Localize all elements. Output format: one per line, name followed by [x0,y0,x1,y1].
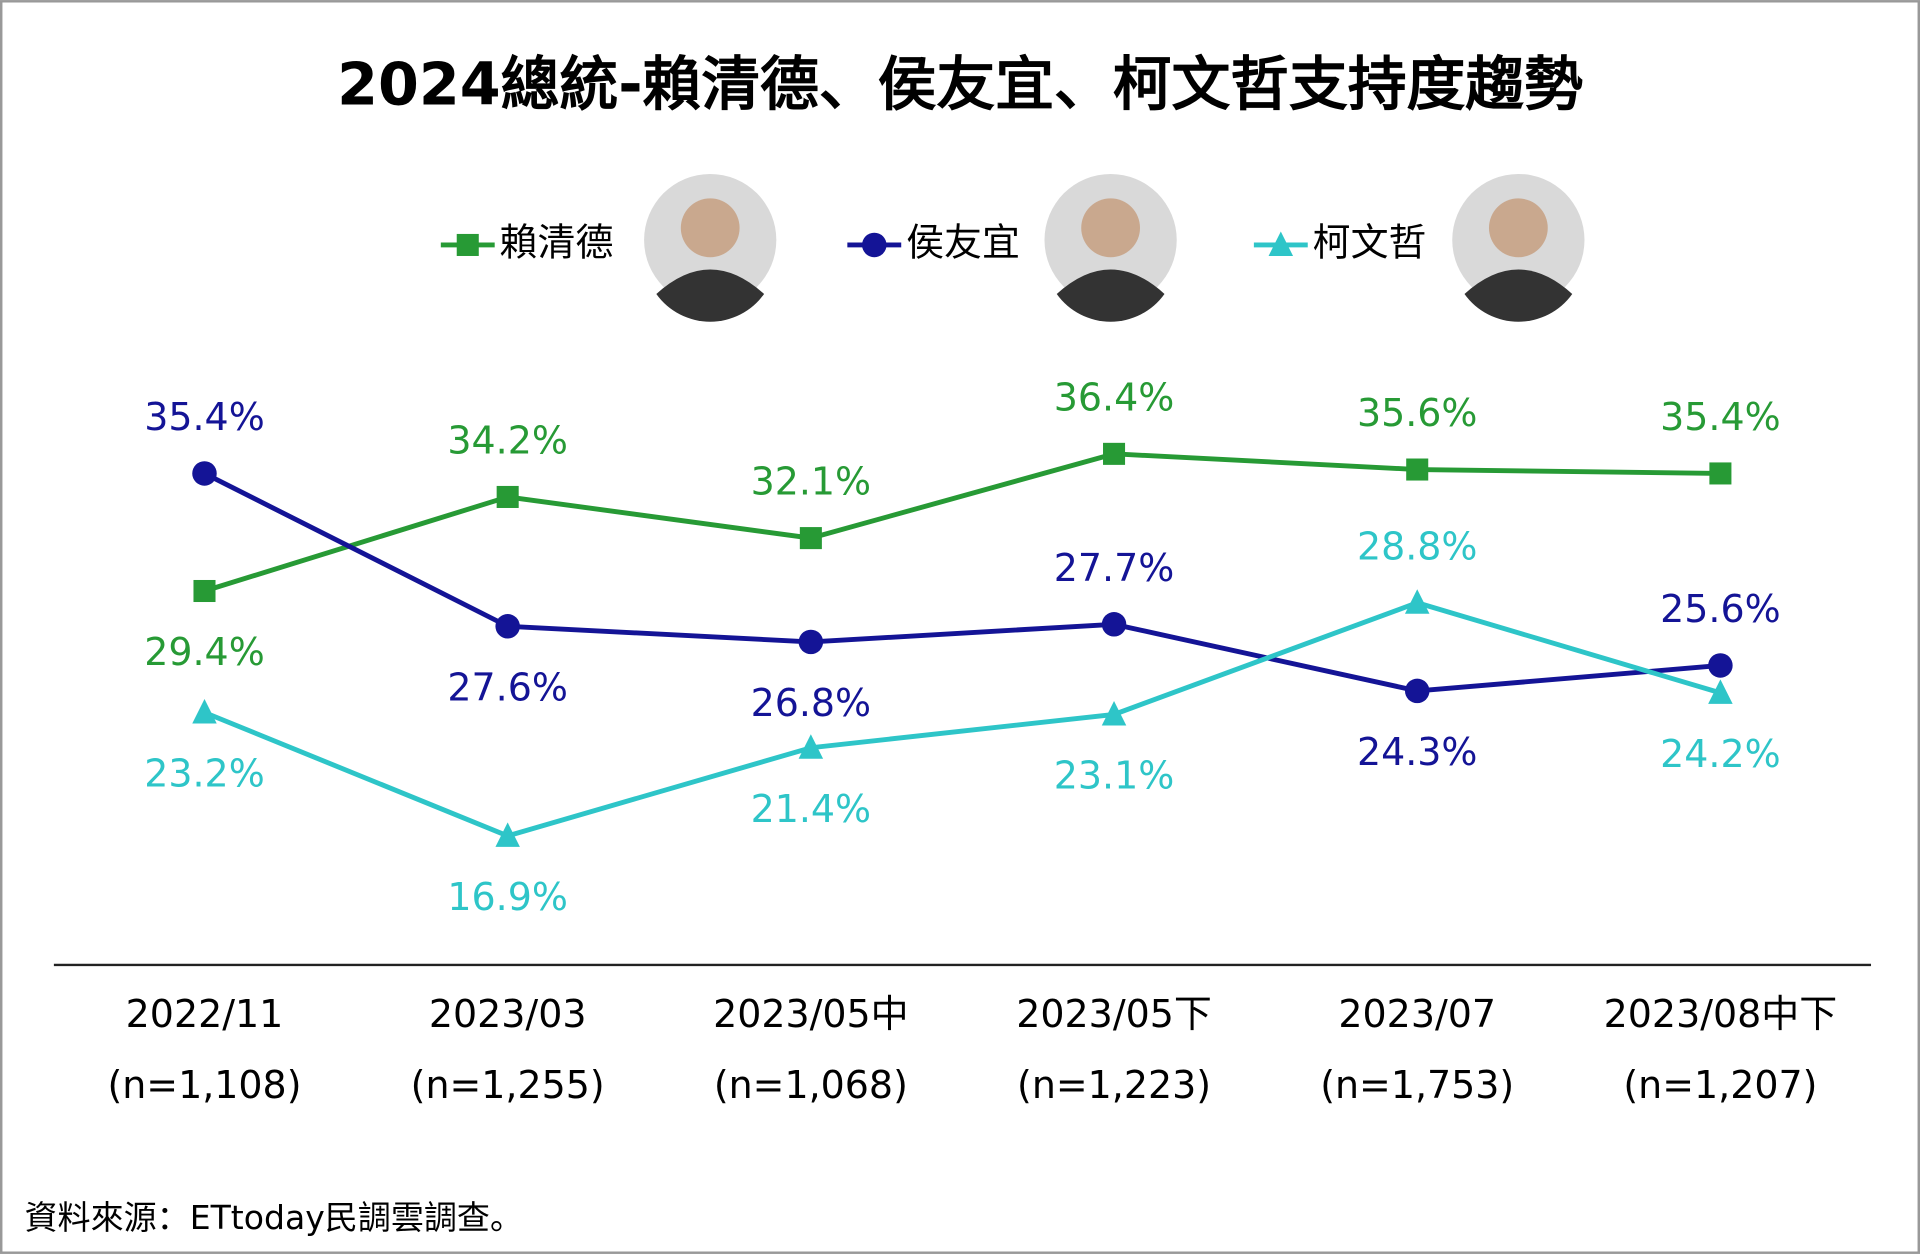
data-label: 25.6% [1660,587,1781,631]
legend-label: 賴清德 [500,220,614,264]
series-line [203,451,1721,594]
data-label: 21.4% [751,787,872,831]
x-tick-note: (n=1,753) [1320,1063,1514,1107]
data-label: 23.1% [1054,754,1175,798]
x-tick-label: 2022/11 [126,992,284,1036]
x-tick-note: (n=1,223) [1017,1063,1211,1107]
x-tick-note: (n=1,108) [107,1063,301,1107]
photo-body [1056,269,1165,322]
data-label: 23.2% [144,752,265,796]
marker [1404,678,1430,704]
marker [1709,462,1732,485]
data-label: 26.8% [751,681,872,725]
data-label: 24.2% [1660,732,1781,776]
marker [1103,442,1126,465]
marker [456,233,479,256]
marker [192,699,217,724]
marker [1268,231,1294,256]
data-label: 35.4% [144,395,265,439]
data-label: 27.6% [447,665,568,709]
marker [862,232,887,258]
marker [799,527,822,550]
marker [1101,612,1127,637]
marker [1708,679,1733,704]
marker [1101,700,1127,726]
photo-body [1464,269,1573,322]
data-label: 29.4% [144,630,265,674]
x-tick-label: 2023/08中下 [1604,992,1837,1036]
marker [798,629,824,655]
data-label: 27.7% [1054,546,1175,590]
marker [193,579,216,603]
photo-face [1488,198,1548,258]
x-tick-note: (n=1,068) [714,1063,908,1107]
data-label: 35.6% [1357,391,1478,435]
marker [496,485,519,508]
data-label: 32.1% [751,460,872,504]
marker [1406,458,1429,481]
photo-body [656,269,765,322]
marker [1708,653,1733,678]
x-tick-note: (n=1,255) [411,1063,605,1107]
data-label: 36.4% [1054,375,1175,419]
data-label: 24.3% [1357,730,1478,774]
series-line [203,471,1721,694]
x-tick-label: 2023/05中 [713,992,909,1036]
x-tick-label: 2023/07 [1338,992,1496,1036]
series-line [203,600,1722,839]
marker [1404,589,1430,614]
marker [192,461,217,486]
x-tick-label: 2023/03 [429,992,587,1036]
data-label: 34.2% [447,419,568,463]
marker [495,614,520,639]
photo-face [680,198,740,258]
marker [495,822,520,847]
source: 資料來源：ETtoday民調雲調查。 [24,1198,523,1237]
legend-label: 柯文哲 [1313,220,1427,264]
marker [798,734,824,759]
legend-label: 侯友宜 [906,220,1020,264]
x-tick-note: (n=1,207) [1623,1063,1817,1107]
chart-title: 2024總統-賴清德、侯友宜、柯文哲支持度趨勢 [337,49,1583,118]
data-label: 16.9% [447,875,568,919]
data-label: 35.4% [1660,395,1781,439]
photo-face [1081,198,1140,258]
x-tick-label: 2023/05下 [1016,992,1212,1036]
data-label: 28.8% [1357,524,1478,568]
